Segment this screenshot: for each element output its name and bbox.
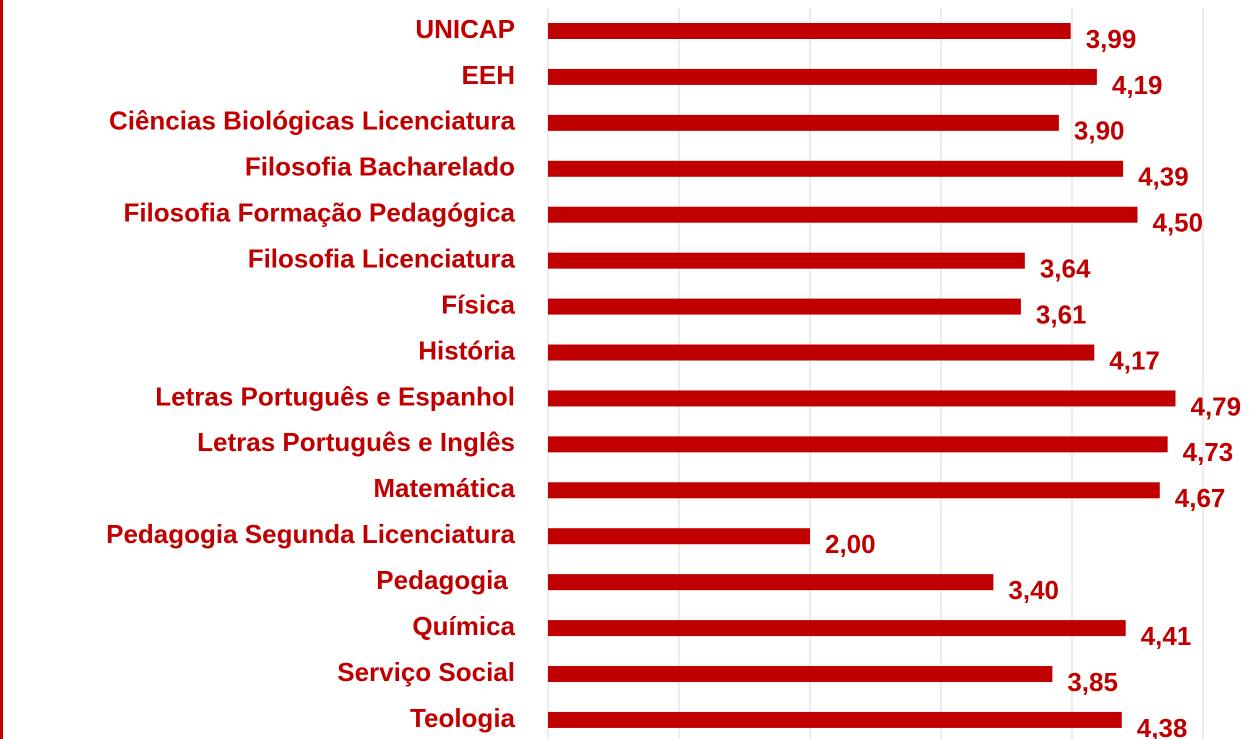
- category-label: Letras Português e Inglês: [197, 427, 515, 457]
- bar: [548, 666, 1053, 683]
- value-label: 4,19: [1112, 70, 1163, 100]
- category-label: Letras Português e Espanhol: [155, 381, 515, 411]
- value-label: 3,85: [1067, 667, 1118, 697]
- bar: [548, 436, 1168, 453]
- bar: [548, 528, 810, 545]
- value-label: 4,38: [1137, 713, 1188, 739]
- category-label: Filosofia Bacharelado: [245, 152, 515, 182]
- value-label: 3,90: [1074, 116, 1125, 146]
- value-label: 4,41: [1141, 621, 1192, 651]
- value-label: 3,61: [1036, 299, 1087, 329]
- category-label: EEH: [462, 60, 515, 90]
- value-label: 4,50: [1153, 208, 1204, 238]
- bar: [548, 114, 1059, 131]
- value-label: 3,40: [1008, 575, 1059, 605]
- category-label: Teologia: [410, 703, 516, 733]
- category-label: Serviço Social: [337, 657, 515, 687]
- bar: [548, 160, 1124, 177]
- bar: [548, 482, 1160, 499]
- bar: [548, 68, 1097, 85]
- category-label: Pedagogia Segunda Licenciatura: [106, 519, 515, 549]
- bar: [548, 206, 1138, 223]
- category-label: Filosofia Licenciatura: [248, 244, 516, 274]
- category-label: Ciências Biológicas Licenciatura: [109, 106, 516, 136]
- bar: [548, 711, 1122, 728]
- value-label: 4,79: [1190, 391, 1241, 421]
- category-label: Filosofia Formação Pedagógica: [123, 198, 515, 228]
- value-label: 3,64: [1040, 254, 1091, 284]
- value-label: 4,17: [1109, 345, 1160, 375]
- bar: [548, 344, 1095, 361]
- value-label: 4,39: [1138, 162, 1189, 192]
- category-label: Pedagogia: [376, 565, 515, 595]
- bar: [548, 252, 1025, 269]
- bar: [548, 23, 1071, 39]
- value-label: 4,67: [1175, 483, 1226, 513]
- category-label: Matemática: [373, 473, 515, 503]
- category-label: Física: [441, 289, 515, 319]
- bar: [548, 620, 1126, 637]
- value-label: 2,00: [825, 529, 876, 559]
- bar: [548, 298, 1021, 315]
- category-label: UNICAP: [415, 14, 515, 44]
- category-label: Química: [412, 611, 515, 641]
- value-label: 4,73: [1183, 437, 1234, 467]
- left-border: [0, 0, 3, 739]
- bar: [548, 390, 1176, 407]
- value-label: 3,99: [1086, 24, 1137, 54]
- category-label: História: [418, 335, 515, 365]
- bar: [548, 574, 994, 591]
